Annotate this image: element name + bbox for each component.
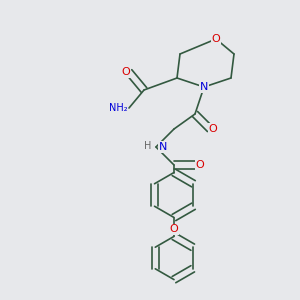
Text: O: O <box>212 34 220 44</box>
Text: N: N <box>200 82 208 92</box>
Text: O: O <box>195 160 204 170</box>
Text: N: N <box>159 142 167 152</box>
Text: O: O <box>122 67 130 77</box>
Text: NH₂: NH₂ <box>109 103 128 113</box>
Text: H: H <box>144 140 152 151</box>
Text: O: O <box>169 224 178 235</box>
Text: O: O <box>208 124 217 134</box>
